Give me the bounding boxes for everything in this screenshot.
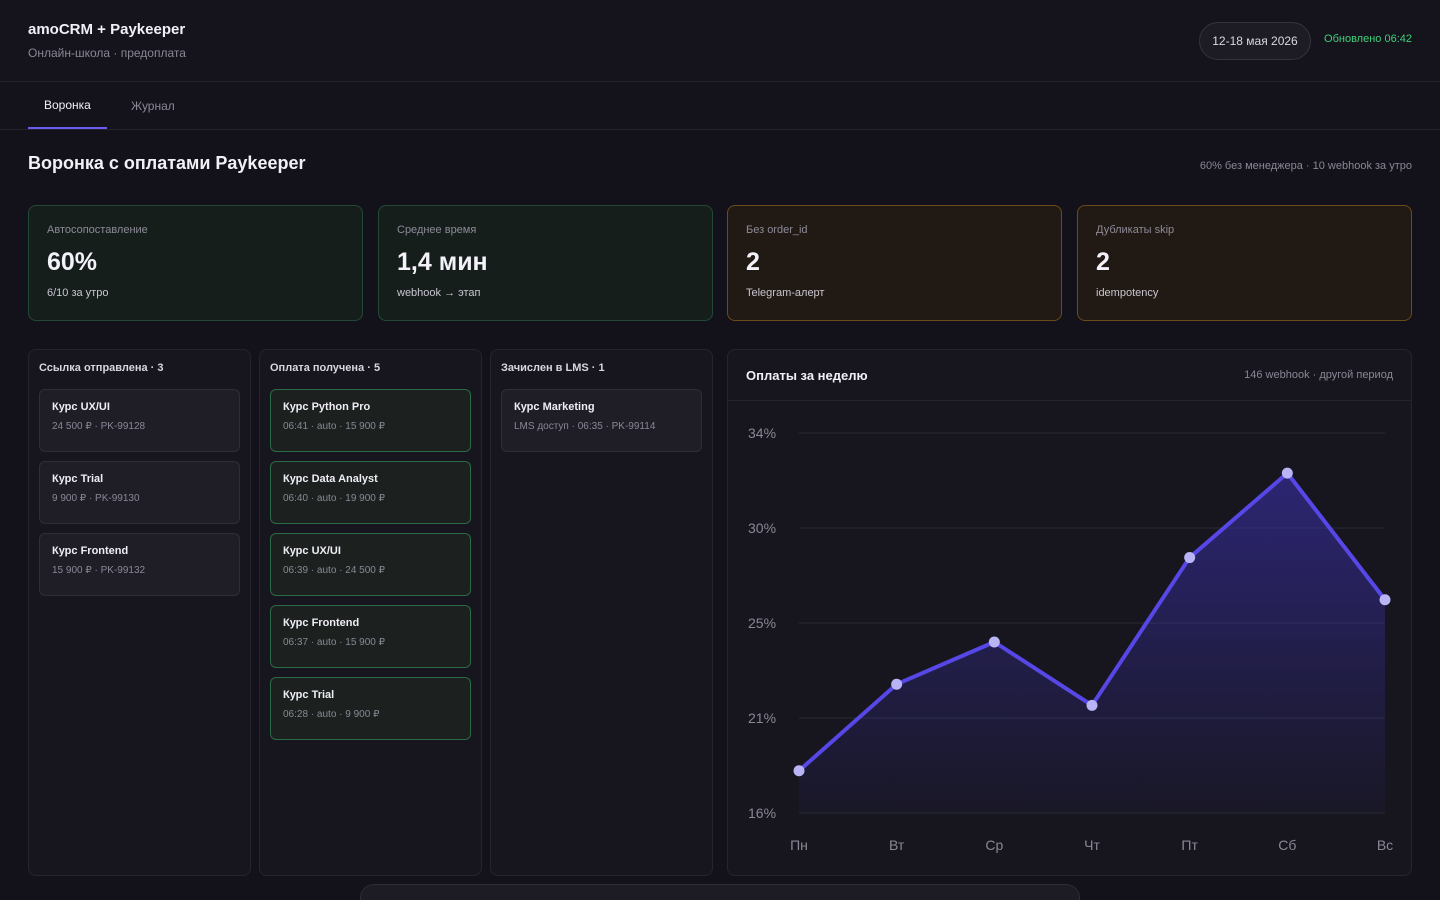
card-meta: 24 500 ₽ · PK-99128 (52, 421, 146, 432)
kpi-value: 2 (746, 248, 760, 276)
kpi-card-duplicates: Дубликаты skip 2 idempotency (1077, 205, 1412, 321)
column-title: Ссылка отправлена · 3 (39, 362, 164, 374)
deal-card[interactable]: Курс Trial 06:28 · auto · 9 900 ₽ (270, 677, 471, 740)
tab-funnel[interactable]: Воронка (28, 82, 107, 129)
data-point[interactable] (793, 765, 805, 777)
kpi-card-no-order-id: Без order_id 2 Telegram-алерт (727, 205, 1062, 321)
kpi-caption: Telegram-алерт (746, 287, 825, 299)
column-payment-received: Оплата получена · 5 Курс Python Pro 06:4… (259, 349, 482, 876)
deal-card[interactable]: Курс Frontend 15 900 ₽ · PK-99132 (39, 533, 240, 596)
card-meta: 06:40 · auto · 19 900 ₽ (283, 493, 385, 504)
column-title: Оплата получена · 5 (270, 362, 381, 374)
card-meta: 06:28 · auto · 9 900 ₽ (283, 709, 380, 720)
card-title: Курс Trial (283, 689, 335, 701)
kpi-caption: 6/10 за утро (47, 287, 109, 299)
deal-card[interactable]: Курс Python Pro 06:41 · auto · 15 900 ₽ (270, 389, 471, 452)
x-tick-label: Ср (985, 837, 1003, 853)
card-meta: 15 900 ₽ · PK-99132 (52, 565, 146, 576)
y-tick-label: 30% (748, 520, 776, 536)
column-title: Зачислен в LMS · 1 (501, 362, 605, 374)
kpi-caption: idempotency (1096, 287, 1159, 299)
card-meta: 06:37 · auto · 15 900 ₽ (283, 637, 385, 648)
card-title: Курс UX/UI (52, 401, 110, 413)
card-title: Курс Marketing (514, 401, 595, 413)
x-tick-label: Вс (1377, 837, 1393, 853)
y-tick-label: 21% (748, 710, 776, 726)
weekly-payments-chart: Оплаты за неделю 146 webhook · другой пе… (727, 349, 1412, 876)
y-tick-label: 25% (748, 615, 776, 631)
x-tick-label: Чт (1084, 837, 1100, 853)
kpi-caption: webhook → этап (397, 287, 481, 299)
data-point[interactable] (1184, 552, 1196, 564)
card-meta: 06:41 · auto · 15 900 ₽ (283, 421, 385, 432)
deal-card[interactable]: Курс Data Analyst 06:40 · auto · 19 900 … (270, 461, 471, 524)
page-title: Воронка с оплатами Paykeeper (28, 153, 306, 173)
x-tick-label: Пн (790, 837, 808, 853)
y-tick-label: 16% (748, 805, 776, 821)
tab-bar: Воронка Журнал (0, 82, 1440, 130)
data-point[interactable] (891, 678, 903, 690)
deal-card[interactable]: Курс UX/UI 24 500 ₽ · PK-99128 (39, 389, 240, 452)
app-subtitle: Онлайн-школа · предоплата (28, 46, 186, 60)
data-point[interactable] (988, 636, 1000, 648)
data-point[interactable] (1379, 594, 1391, 606)
app-title: amoCRM + Paykeeper (28, 21, 186, 38)
kpi-label: Среднее время (397, 224, 477, 236)
app-header: amoCRM + Paykeeper Онлайн-школа · предоп… (0, 0, 1440, 82)
kpi-card-auto-match: Автосопоставление 60% 6/10 за утро (28, 205, 363, 321)
card-title: Курс UX/UI (283, 545, 341, 557)
card-title: Курс Frontend (283, 617, 360, 629)
kpi-value: 2 (1096, 248, 1110, 276)
card-title: Курс Frontend (52, 545, 129, 557)
card-meta: 06:39 · auto · 24 500 ₽ (283, 565, 385, 576)
column-enrolled-lms: Зачислен в LMS · 1 Курс Marketing LMS до… (490, 349, 713, 876)
kpi-label: Дубликаты skip (1096, 224, 1175, 236)
deal-card[interactable]: Курс Trial 9 900 ₽ · PK-99130 (39, 461, 240, 524)
card-title: Курс Python Pro (283, 401, 371, 413)
date-range-button[interactable]: 12-18 мая 2026 (1199, 22, 1311, 60)
bottom-toolbar[interactable] (360, 884, 1080, 900)
updated-status: Обновлено 06:42 (1324, 33, 1412, 45)
page-note: 60% без менеджера · 10 webhook за утро (1199, 160, 1412, 172)
x-tick-label: Вт (889, 837, 905, 853)
chart-canvas: 16% 21% 25% 30% 34% Пн Вт Ср Чт Пт Сб Вс (748, 425, 1393, 853)
x-tick-label: Сб (1278, 837, 1296, 853)
card-meta: LMS доступ · 06:35 · PK-99114 (514, 421, 656, 432)
chart-header: Оплаты за неделю 146 webhook · другой пе… (728, 350, 1411, 401)
kpi-label: Автосопоставление (47, 224, 148, 236)
kpi-label: Без order_id (746, 224, 808, 236)
x-tick-label: Пт (1181, 837, 1198, 853)
data-point[interactable] (1281, 467, 1293, 479)
chart-title: Оплаты за неделю (746, 368, 868, 383)
card-meta: 9 900 ₽ · PK-99130 (52, 493, 140, 504)
deal-card[interactable]: Курс Marketing LMS доступ · 06:35 · PK-9… (501, 389, 702, 452)
kpi-value: 60% (47, 248, 98, 276)
deal-card[interactable]: Курс UX/UI 06:39 · auto · 24 500 ₽ (270, 533, 471, 596)
y-tick-label: 34% (748, 425, 776, 441)
column-link-sent: Ссылка отправлена · 3 Курс UX/UI 24 500 … (28, 349, 251, 876)
kpi-value: 1,4 мин (397, 248, 488, 276)
card-title: Курс Data Analyst (283, 473, 378, 485)
area-fill (799, 473, 1385, 813)
chart-note: 146 webhook · другой период (1244, 369, 1393, 381)
tab-journal[interactable]: Журнал (131, 98, 175, 113)
kpi-card-avg-time: Среднее время 1,4 мин webhook → этап (378, 205, 713, 321)
data-point[interactable] (1086, 699, 1098, 711)
deal-card[interactable]: Курс Frontend 06:37 · auto · 15 900 ₽ (270, 605, 471, 668)
card-title: Курс Trial (52, 473, 104, 485)
